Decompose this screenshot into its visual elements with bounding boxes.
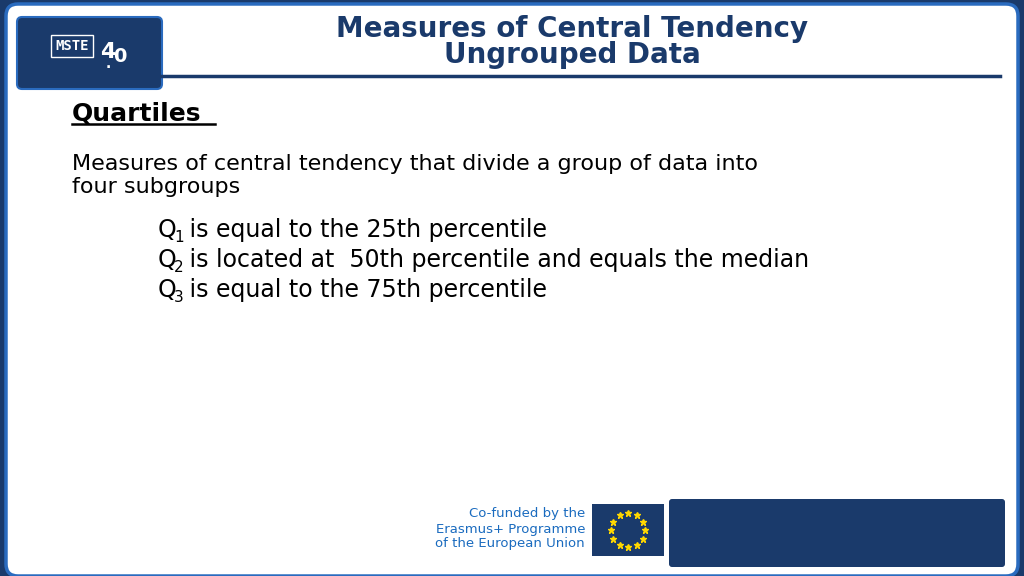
Text: Q: Q <box>158 278 177 302</box>
Text: Ungrouped Data: Ungrouped Data <box>443 41 700 69</box>
Text: is equal to the 75th percentile: is equal to the 75th percentile <box>182 278 547 302</box>
Text: 0: 0 <box>114 47 127 66</box>
FancyBboxPatch shape <box>17 17 162 89</box>
FancyBboxPatch shape <box>669 499 1005 567</box>
Text: Co-funded by the: Co-funded by the <box>469 507 585 521</box>
Text: 4: 4 <box>100 42 116 62</box>
Text: 2: 2 <box>174 260 183 275</box>
Text: MSTE: MSTE <box>55 39 89 53</box>
Text: 1: 1 <box>174 229 183 244</box>
Text: Measures of Central Tendency: Measures of Central Tendency <box>336 15 808 43</box>
Text: Erasmus+ Programme: Erasmus+ Programme <box>435 522 585 536</box>
Text: Q: Q <box>158 248 177 272</box>
Text: is located at  50th percentile and equals the median: is located at 50th percentile and equals… <box>182 248 809 272</box>
FancyBboxPatch shape <box>592 504 664 556</box>
Text: 3: 3 <box>174 290 183 305</box>
Text: Measures of central tendency that divide a group of data into: Measures of central tendency that divide… <box>72 154 758 174</box>
FancyBboxPatch shape <box>6 4 1018 576</box>
Text: .: . <box>105 57 111 71</box>
Text: is equal to the 25th percentile: is equal to the 25th percentile <box>182 218 547 242</box>
Text: of the European Union: of the European Union <box>435 537 585 551</box>
Text: four subgroups: four subgroups <box>72 177 241 197</box>
Text: Q: Q <box>158 218 177 242</box>
Text: Quartiles: Quartiles <box>72 102 202 126</box>
